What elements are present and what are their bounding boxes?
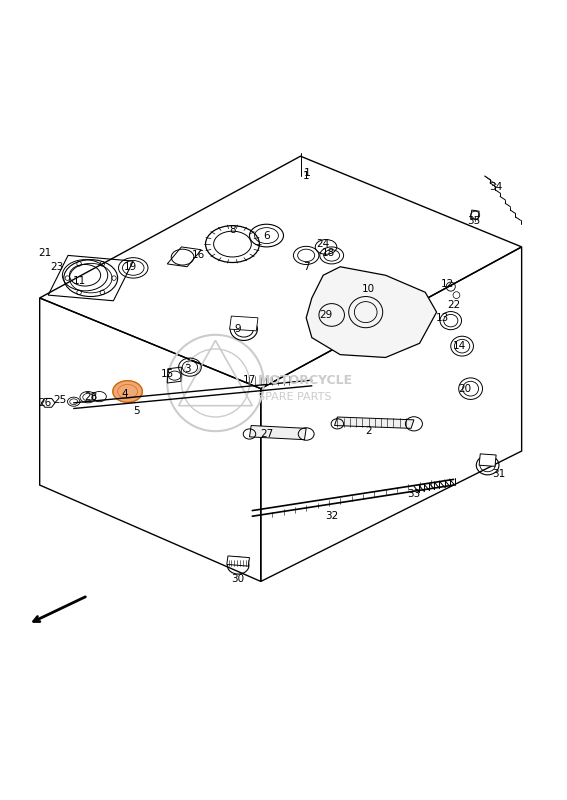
- Polygon shape: [335, 417, 414, 428]
- Text: 17: 17: [243, 375, 256, 385]
- Ellipse shape: [113, 381, 142, 402]
- Text: SPARE PARTS: SPARE PARTS: [258, 392, 332, 402]
- Text: 8: 8: [229, 225, 236, 235]
- Text: 26: 26: [39, 398, 52, 408]
- Text: 10: 10: [362, 285, 375, 294]
- Text: 22: 22: [447, 300, 460, 310]
- Polygon shape: [227, 556, 249, 566]
- Text: 34: 34: [489, 182, 503, 192]
- Text: 2: 2: [365, 426, 372, 436]
- Text: 12: 12: [441, 278, 455, 289]
- Text: 31: 31: [492, 469, 506, 478]
- Polygon shape: [306, 266, 437, 358]
- Text: 1: 1: [303, 171, 310, 181]
- Text: 19: 19: [124, 262, 137, 272]
- Text: 20: 20: [458, 384, 472, 394]
- Text: 32: 32: [325, 511, 338, 522]
- Text: 6: 6: [263, 230, 270, 241]
- Text: 4: 4: [121, 390, 128, 399]
- Text: 16: 16: [192, 250, 205, 261]
- Text: 35: 35: [467, 216, 480, 226]
- Text: 28: 28: [84, 392, 98, 402]
- Text: 11: 11: [73, 276, 86, 286]
- Text: 27: 27: [260, 429, 273, 439]
- Text: 14: 14: [452, 341, 466, 351]
- Text: 33: 33: [407, 489, 421, 498]
- Text: 15: 15: [160, 370, 174, 379]
- Text: 13: 13: [435, 313, 449, 322]
- Text: 24: 24: [316, 239, 330, 249]
- Polygon shape: [249, 426, 306, 440]
- Text: 18: 18: [322, 247, 336, 258]
- Text: 7: 7: [303, 262, 310, 272]
- Text: 3: 3: [184, 364, 191, 374]
- Text: MOTORCYCLE: MOTORCYCLE: [258, 374, 353, 386]
- Text: 25: 25: [53, 395, 66, 405]
- Polygon shape: [471, 210, 479, 220]
- Text: 21: 21: [39, 247, 52, 258]
- Text: 23: 23: [50, 262, 64, 272]
- Text: 30: 30: [231, 574, 245, 584]
- Text: 1: 1: [303, 168, 310, 178]
- Text: 9: 9: [235, 324, 242, 334]
- Text: 5: 5: [133, 406, 139, 416]
- Text: 29: 29: [319, 310, 333, 320]
- Polygon shape: [230, 316, 258, 331]
- Polygon shape: [479, 454, 496, 466]
